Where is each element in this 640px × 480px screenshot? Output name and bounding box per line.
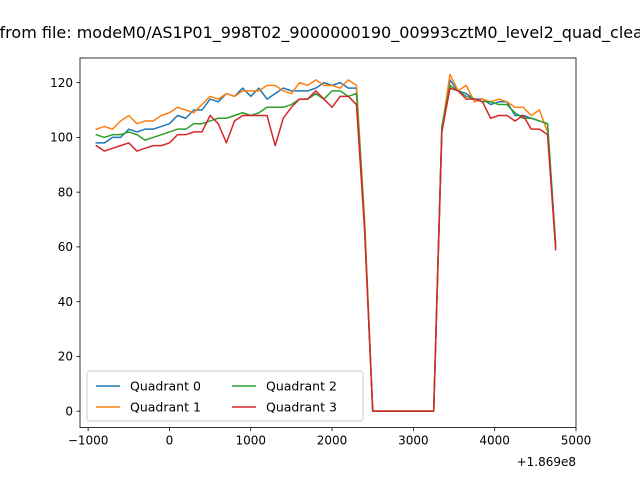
series-layer bbox=[95, 73, 557, 412]
y-tick-label: 40 bbox=[58, 295, 73, 309]
y-axis: 0 20 40 60 80 100 120 bbox=[50, 76, 80, 418]
y-tick-label: 80 bbox=[58, 185, 73, 199]
legend-label-quadrant-2: Quadrant 2 bbox=[266, 379, 337, 394]
legend-label-quadrant-1: Quadrant 1 bbox=[130, 400, 201, 415]
chart-title: Data from file: modeM0/AS1P01_998T02_900… bbox=[0, 23, 640, 43]
x-axis: −1000 0 1000 2000 3000 4000 5000 bbox=[68, 427, 592, 448]
plot-area bbox=[80, 58, 576, 428]
y-tick-label: 120 bbox=[50, 76, 73, 90]
series-line-quadrant-0 bbox=[95, 79, 557, 412]
y-tick-label: 60 bbox=[58, 240, 73, 254]
y-tick-label: 0 bbox=[65, 404, 73, 418]
legend-box bbox=[86, 370, 364, 422]
x-tick-label: 4000 bbox=[479, 434, 510, 448]
legend-label-quadrant-3: Quadrant 3 bbox=[266, 400, 337, 415]
x-tick-label: 2000 bbox=[317, 434, 348, 448]
x-tick-label: 3000 bbox=[398, 434, 429, 448]
x-axis-offset-label: +1.869e8 bbox=[517, 455, 576, 469]
x-tick-label: 0 bbox=[166, 434, 174, 448]
legend-label-quadrant-0: Quadrant 0 bbox=[130, 379, 201, 394]
axes-background bbox=[80, 58, 576, 428]
y-tick-label: 20 bbox=[58, 350, 73, 364]
y-tick-label: 100 bbox=[50, 131, 73, 145]
series-line-quadrant-3 bbox=[95, 87, 557, 412]
x-tick-label: 1000 bbox=[235, 434, 266, 448]
x-tick-label: −1000 bbox=[68, 434, 109, 448]
legend: Quadrant 0 Quadrant 1 Quadrant 2 Quadrant 3 bbox=[86, 370, 364, 422]
x-tick-label: 5000 bbox=[561, 434, 592, 448]
axes-frame bbox=[79, 57, 577, 429]
